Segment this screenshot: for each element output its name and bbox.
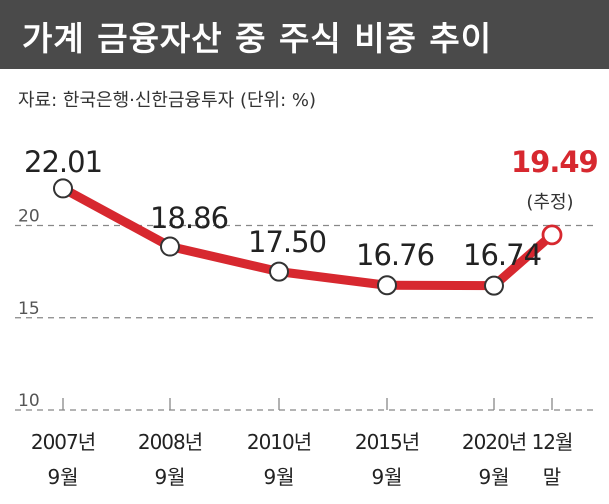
data-point-3 [377, 275, 397, 296]
chart-title: 가계 금융자산 중 주식 비중 추이 [22, 19, 493, 58]
x-label-1-line2: 9월 [154, 465, 185, 489]
x-label-2-line2: 9월 [263, 465, 294, 489]
x-label-0-line2: 9월 [47, 465, 78, 489]
x-label-5-line2: 말 [543, 465, 561, 489]
title-bar: 가계 금융자산 중 주식 비중 추이 [0, 0, 609, 69]
data-point-0 [53, 178, 73, 199]
data-point-5 [541, 224, 563, 246]
data-point-2 [269, 261, 289, 282]
x-label-3-line1: 2015년 [355, 430, 419, 454]
source-note: 자료: 한국은행·신한금융투자 (단위: %) [18, 90, 317, 111]
series-line [58, 183, 557, 291]
value-label-5: 19.49 [511, 145, 598, 179]
value-label-0: 22.01 [24, 145, 102, 179]
value-label-3: 16.76 [356, 238, 434, 272]
y-tick-label-10: 10 [18, 391, 40, 411]
value-label-4: 16.74 [463, 238, 541, 272]
estimate-annotation: (추정) [526, 192, 573, 213]
data-point-4 [484, 275, 504, 296]
x-label-1-line1: 2008년 [138, 430, 202, 454]
x-label-4-line2: 9월 [478, 465, 509, 489]
y-tick-label-15: 15 [18, 299, 40, 319]
x-label-5-line1: 12월 [532, 430, 573, 454]
value-label-1: 18.86 [150, 201, 228, 235]
data-point-1 [160, 236, 180, 257]
value-label-2: 17.50 [248, 225, 326, 259]
x-label-2-line1: 2010년 [247, 430, 311, 454]
x-label-0-line1: 2007년 [31, 430, 95, 454]
x-label-4-line1: 2020년 [462, 430, 526, 454]
x-label-3-line2: 9월 [371, 465, 402, 489]
y-tick-label-20: 20 [18, 207, 40, 227]
